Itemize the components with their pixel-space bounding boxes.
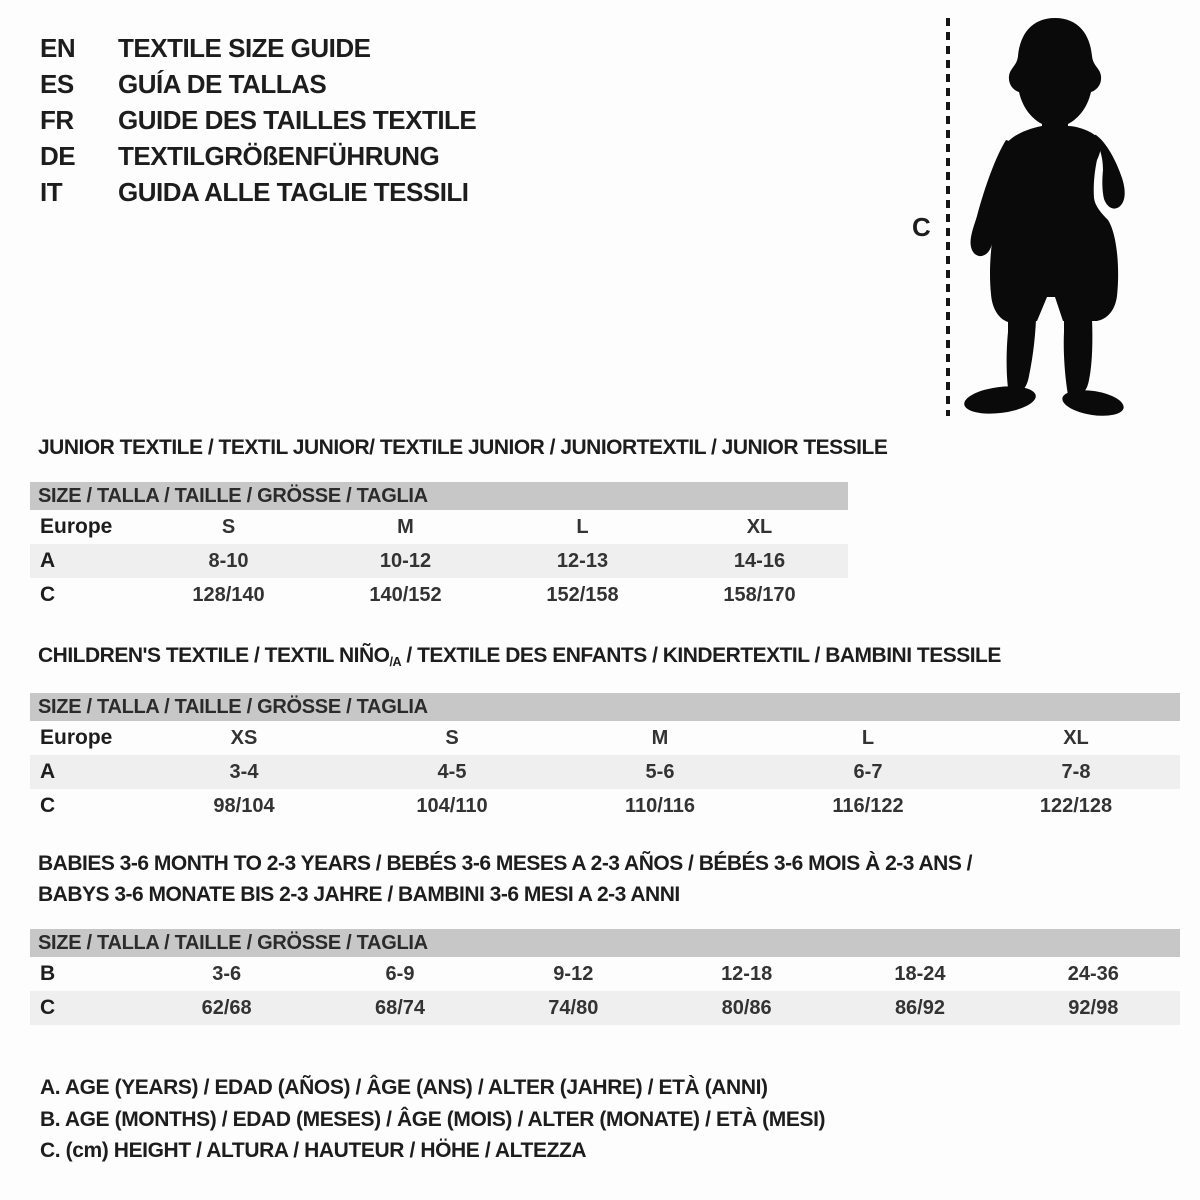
heading-line: BABYS 3-6 MONATE BIS 2-3 JAHRE / BAMBINI… [38,879,1180,910]
table-row: B 3-6 6-9 9-12 12-18 18-24 24-36 [30,957,1180,991]
size-cell: 98/104 [213,794,275,817]
row-label: Europe [40,515,113,538]
language-code: FR [40,104,74,135]
height-measure-figure: C [900,0,1200,440]
heading-text: BABYS 3-6 MONATE BIS 2-3 JAHRE / BAMBINI… [38,883,680,906]
toddler-silhouette-icon [964,18,1125,416]
size-cell: XL [746,515,773,538]
size-cell: 74/80 [548,996,599,1019]
size-header-bar: SIZE / TALLA / TAILLE / GRÖSSE / TAGLIA [30,929,1180,957]
size-cell: 6-9 [385,962,415,985]
table-row: C 128/140 140/152 152/158 158/170 [30,578,848,612]
measurement-legend: A. AGE (YEARS) / EDAD (AÑOS) / ÂGE (ANS)… [40,1072,826,1167]
language-title: TEXTILE SIZE GUIDE [118,32,371,63]
size-cell: 122/128 [1039,794,1113,817]
language-row: ES GUÍA DE TALLAS [40,66,476,102]
row-label: A [40,549,56,572]
size-cell: 152/158 [546,583,619,606]
size-cell: 12-13 [556,549,609,572]
size-cell: 68/74 [374,996,426,1019]
language-row: IT GUIDA ALLE TAGLIE TESSILI [40,174,476,210]
language-title-list: EN TEXTILE SIZE GUIDE ES GUÍA DE TALLAS FR GU… [40,30,477,210]
size-cell: 4-5 [437,760,467,783]
size-cell: 80/86 [721,996,772,1019]
heading-text: / TEXTILE DES ENFANTS / KINDERTEXTIL / B… [401,644,1001,667]
language-row: FR GUIDE DES TAILLES TEXTILE [40,102,477,138]
heading-line: CHILDREN'S TEXTILE / TEXTIL NIÑO/A / TEX… [38,640,1180,674]
size-cell: M [397,515,414,538]
language-code: ES [40,68,74,99]
size-cell: 110/116 [624,794,696,817]
heading-text: JUNIOR TEXTILE / TEXTIL JUNIOR/ TEXTILE … [38,436,888,459]
size-header-bar: SIZE / TALLA / TAILLE / GRÖSSE / TAGLIA [30,693,1180,721]
language-title: GUIDE DES TAILLES TEXTILE [118,104,477,135]
heading-line: BABIES 3-6 MONTH TO 2-3 YEARS / BEBÉS 3-… [38,848,1180,879]
legend-line: A. AGE (YEARS) / EDAD (AÑOS) / ÂGE (ANS)… [40,1076,768,1099]
size-cell: 3-6 [212,962,242,985]
row-label: A [40,760,56,783]
section-heading: JUNIOR TEXTILE / TEXTIL JUNIOR/ TEXTILE … [30,432,888,463]
size-header-bar: SIZE / TALLA / TAILLE / GRÖSSE / TAGLIA [30,482,848,510]
section-junior-textile: JUNIOR TEXTILE / TEXTIL JUNIOR/ TEXTILE … [30,432,888,612]
size-cell: 9-12 [553,962,594,985]
size-cell: 10-12 [379,549,432,572]
size-cell: 12-18 [721,962,773,985]
section-childrens-textile: CHILDREN'S TEXTILE / TEXTIL NIÑO/A / TEX… [30,640,1180,823]
table-row: C 98/104 104/110 110/116 116/122 122/128 [30,789,1180,823]
table-row: Europe XS S M L XL [30,721,1180,755]
row-label: C [40,583,56,606]
language-title: GUÍA DE TALLAS [118,68,327,99]
size-cell: 8-10 [208,549,249,572]
size-cell: 92/98 [1068,996,1119,1019]
section-heading: CHILDREN'S TEXTILE / TEXTIL NIÑO/A / TEX… [30,640,1180,674]
size-cell: 116/122 [832,794,904,817]
heading-text: BABIES 3-6 MONTH TO 2-3 YEARS / BEBÉS 3-… [38,852,973,875]
legend-line: C. (cm) HEIGHT / ALTURA / HAUTEUR / HÖHE… [40,1139,587,1162]
table-row: Europe S M L XL [30,510,848,544]
size-cell: 7-8 [1061,760,1091,783]
size-cell: 6-7 [853,760,883,783]
size-cell: XL [1063,726,1089,749]
language-title: TEXTILGRÖßENFÜHRUNG [118,140,440,171]
size-cell: 18-24 [894,962,946,985]
size-cell: 3-4 [229,760,259,783]
legend-line: B. AGE (MONTHS) / EDAD (MESES) / ÂGE (MO… [40,1107,826,1131]
size-cell: M [651,726,669,749]
size-cell: XS [230,726,258,749]
heading-text: /A [389,655,402,669]
size-cell: L [861,726,875,749]
table-row: A 8-10 10-12 12-13 14-16 [30,544,848,578]
table-row: C 62/68 68/74 74/80 80/86 86/92 92/98 [30,991,1180,1025]
language-row: EN TEXTILE SIZE GUIDE [40,30,476,66]
language-title: GUIDA ALLE TAGLIE TESSILI [118,176,469,207]
size-cell: S [445,726,459,749]
heading-line: JUNIOR TEXTILE / TEXTIL JUNIOR/ TEXTILE … [38,432,888,463]
language-row: DE TEXTILGRÖßENFÜHRUNG [40,138,476,174]
size-cell: 86/92 [894,996,945,1019]
size-cell: L [576,515,589,538]
size-cell: 24-36 [1067,962,1119,985]
row-label: C [40,794,56,817]
section-babies-textile: BABIES 3-6 MONTH TO 2-3 YEARS / BEBÉS 3-… [30,848,1180,1025]
size-cell: 5-6 [645,760,675,783]
size-cell: 140/152 [369,583,442,606]
table-row: A 3-4 4-5 5-6 6-7 7-8 [30,755,1180,789]
size-cell: 104/110 [416,794,488,817]
row-label: Europe [40,726,113,749]
size-cell: 14-16 [733,549,786,572]
section-heading: BABIES 3-6 MONTH TO 2-3 YEARS / BEBÉS 3-… [30,848,1180,910]
size-cell: 128/140 [192,583,265,606]
size-cell: S [221,515,236,538]
row-label: C [40,996,56,1019]
size-cell: 158/170 [723,583,796,606]
language-code: IT [40,176,63,207]
language-code: DE [40,140,76,171]
language-code: EN [40,32,76,63]
row-label: B [40,962,56,985]
height-dashed-line [946,18,950,416]
size-cell: 62/68 [201,996,252,1019]
heading-text: CHILDREN'S TEXTILE / TEXTIL NIÑO [38,644,390,667]
height-measure-label: C [912,212,931,242]
